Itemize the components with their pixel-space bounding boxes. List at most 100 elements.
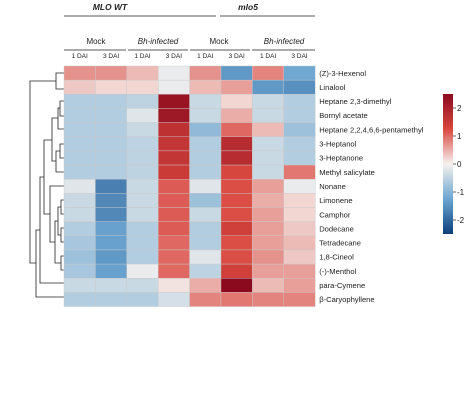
heatmap-cell-linalool-7: [283, 79, 316, 95]
heatmap-cell-tetradecane-0: [63, 235, 96, 251]
heatmap-cell-tetradecane-2: [126, 235, 159, 251]
color-scale-bar: [443, 94, 453, 234]
dendrogram-branch-root: [29, 80, 56, 264]
heatmap-cell-limonene-6: [252, 193, 284, 208]
dendrogram-branch-heptanol-heptanone: [59, 143, 64, 159]
heatmap-cell-nonane-2: [126, 178, 159, 194]
row-labels: (Z)-3-Hexenol Linalool Heptane 2,3-dimethy…: [319, 69, 424, 304]
heatmap-cell-linalool-4: [189, 79, 222, 95]
row-label-limonene: Limonene: [319, 196, 352, 205]
column-label: 1 DAI: [197, 53, 213, 60]
heatmap-cell-heptane-2-3-dimethyl-0: [63, 94, 96, 109]
heatmap-cell-z-3-hexenol-4: [189, 65, 222, 81]
heatmap-cell-heptane-2-2-4-6-6-pentamethyl-0: [63, 122, 96, 137]
heatmap-cell-menthol-7: [283, 263, 316, 279]
heatmap-cell-1-8-cineol-4: [189, 249, 222, 265]
row-label-tetradecane: Tetradecane: [319, 239, 361, 248]
heatmap-cell-methyl-salicylate-3: [157, 164, 190, 180]
row-label-camphor: Camphor: [319, 210, 351, 219]
dendrogram-branch-upper-cluster: [43, 139, 52, 215]
column-label: 3 DAI: [229, 53, 245, 60]
heatmap-cell-dodecane-2: [126, 221, 159, 236]
dendrogram-branch-limonene-camphor: [60, 199, 64, 215]
column-labels: 1 DAI 3 DAI 1 DAI 3 DAI 1 DAI 3 DAI 1 DAI 3 DAI: [72, 53, 308, 60]
heatmap-cell-3-heptanol-6: [252, 136, 284, 152]
color-scale: 2 1 0 -1 -2: [443, 94, 465, 234]
heatmap-cell-caryophyllene-0: [63, 292, 96, 307]
heatmap-cell-limonene-0: [63, 193, 96, 208]
color-scale-ticks: 2 1 0 -1 -2: [453, 104, 465, 225]
heatmap-cell-bornyl-acetate-0: [63, 108, 96, 123]
heatmap-cell-1-8-cineol-7: [283, 249, 316, 265]
heatmap-cell-limonene-4: [189, 193, 222, 208]
row-label-nonane: Nonane: [319, 182, 346, 191]
heatmap-cell-methyl-salicylate-4: [189, 164, 222, 180]
heatmap-cell-linalool-5: [220, 79, 253, 95]
heatmap-cell-para-cymene-7: [283, 278, 316, 293]
heatmap-cell-1-8-cineol-1: [95, 249, 128, 265]
column-label: 3 DAI: [103, 53, 119, 60]
heatmap-cell-3-heptanone-1: [95, 150, 128, 166]
heatmap-cell-camphor-3: [157, 207, 190, 222]
row-label-z-3-hexenol: (Z)-3-Hexenol: [319, 69, 366, 78]
dendrogram-branch-hexenol-linalool: [55, 72, 64, 90]
color-scale-tick-label: 1: [457, 132, 462, 141]
row-label-linalool: Linalool: [319, 83, 345, 92]
dendrogram-branch-heptane-group: [57, 107, 64, 130]
heatmap-cell-para-cymene-1: [95, 278, 128, 293]
heatmap-cell-para-cymene-6: [252, 278, 284, 293]
heatmap-cell-1-8-cineol-3: [157, 249, 190, 265]
heatmap-cell-nonane-7: [283, 178, 316, 194]
heatmap-cell-3-heptanone-3: [157, 150, 190, 166]
heatmap-cell-nonane-4: [189, 178, 222, 194]
dendrogram-branch-dodecane-tetradecane: [60, 227, 64, 243]
dendrogram-branch-alkanes: [57, 206, 61, 236]
row-label-3-heptanone: 3-Heptanone: [319, 154, 363, 163]
dendrogram-branch-upper-middle: [51, 117, 58, 162]
heatmap-cell-3-heptanone-5: [220, 150, 253, 166]
heatmap-cell-para-cymene-0: [63, 278, 96, 293]
heatmap-cell-caryophyllene-1: [95, 292, 128, 307]
heatmap-cell-menthol-2: [126, 263, 159, 279]
heatmap-cell-limonene-5: [220, 193, 253, 208]
heatmap-cell-z-3-hexenol-5: [220, 65, 253, 81]
heatmap-cell-caryophyllene-4: [189, 292, 222, 307]
heatmap-cell-linalool-3: [157, 79, 190, 95]
color-scale-tick-label: 0: [457, 160, 462, 169]
color-scale-tick-label: -1: [457, 188, 465, 197]
row-dendrogram: [29, 72, 64, 298]
subgroup-label-mlo5-bh: Bh-infected: [264, 37, 305, 46]
group-label-mlo-wt: MLO WT: [93, 2, 128, 12]
heatmap-cell-nonane-0: [63, 178, 96, 194]
heatmap-cell-z-3-hexenol-6: [252, 65, 284, 81]
column-headers: MLO WT mlo5 Mock Bh-infected Mock Bh-inf…: [64, 2, 315, 60]
heatmap-cell-1-8-cineol-0: [63, 249, 96, 265]
heatmap-cell-3-heptanone-0: [63, 150, 96, 166]
heatmap-cell-3-heptanol-5: [220, 136, 253, 152]
heatmap-cell-3-heptanol-7: [283, 136, 316, 152]
heatmap-cell-dodecane-3: [157, 221, 190, 236]
heatmap-cell-heptane-2-3-dimethyl-2: [126, 94, 159, 109]
heatmap-cell-bornyl-acetate-6: [252, 108, 284, 123]
heatmap-cell-nonane-5: [220, 178, 253, 194]
heatmap-cell-caryophyllene-3: [157, 292, 190, 307]
heatmap-cell-heptane-2-2-4-6-6-pentamethyl-4: [189, 122, 222, 137]
heatmap-cell-bornyl-acetate-3: [157, 108, 190, 123]
heatmap-cell-dodecane-7: [283, 221, 316, 236]
heatmap-cell-methyl-salicylate-6: [252, 164, 284, 180]
row-label-methyl-salicylate: Methyl salicylate: [319, 168, 375, 177]
heatmap-cell-para-cymene-4: [189, 278, 222, 293]
heatmap-cell-1-8-cineol-2: [126, 249, 159, 265]
heatmap-cell-methyl-salicylate-0: [63, 164, 96, 180]
row-label-heptane-2-2-4-6-6-pentamethyl: Heptane 2,2,4,6,6-pentamethyl: [319, 125, 424, 134]
heatmap-cell-z-3-hexenol-1: [95, 65, 128, 81]
heatmap-cell-3-heptanol-4: [189, 136, 222, 152]
heatmap-cell-camphor-5: [220, 207, 253, 222]
heatmap-cell-camphor-0: [63, 207, 96, 222]
heatmap-cell-bornyl-acetate-2: [126, 108, 159, 123]
heatmap-cell-3-heptanol-1: [95, 136, 128, 152]
heatmap-cell-1-8-cineol-5: [220, 249, 253, 265]
heatmap-cell-methyl-salicylate-7: [283, 164, 316, 180]
heatmap-cell-3-heptanol-0: [63, 136, 96, 152]
subgroup-label-wt-bh: Bh-infected: [138, 37, 179, 46]
